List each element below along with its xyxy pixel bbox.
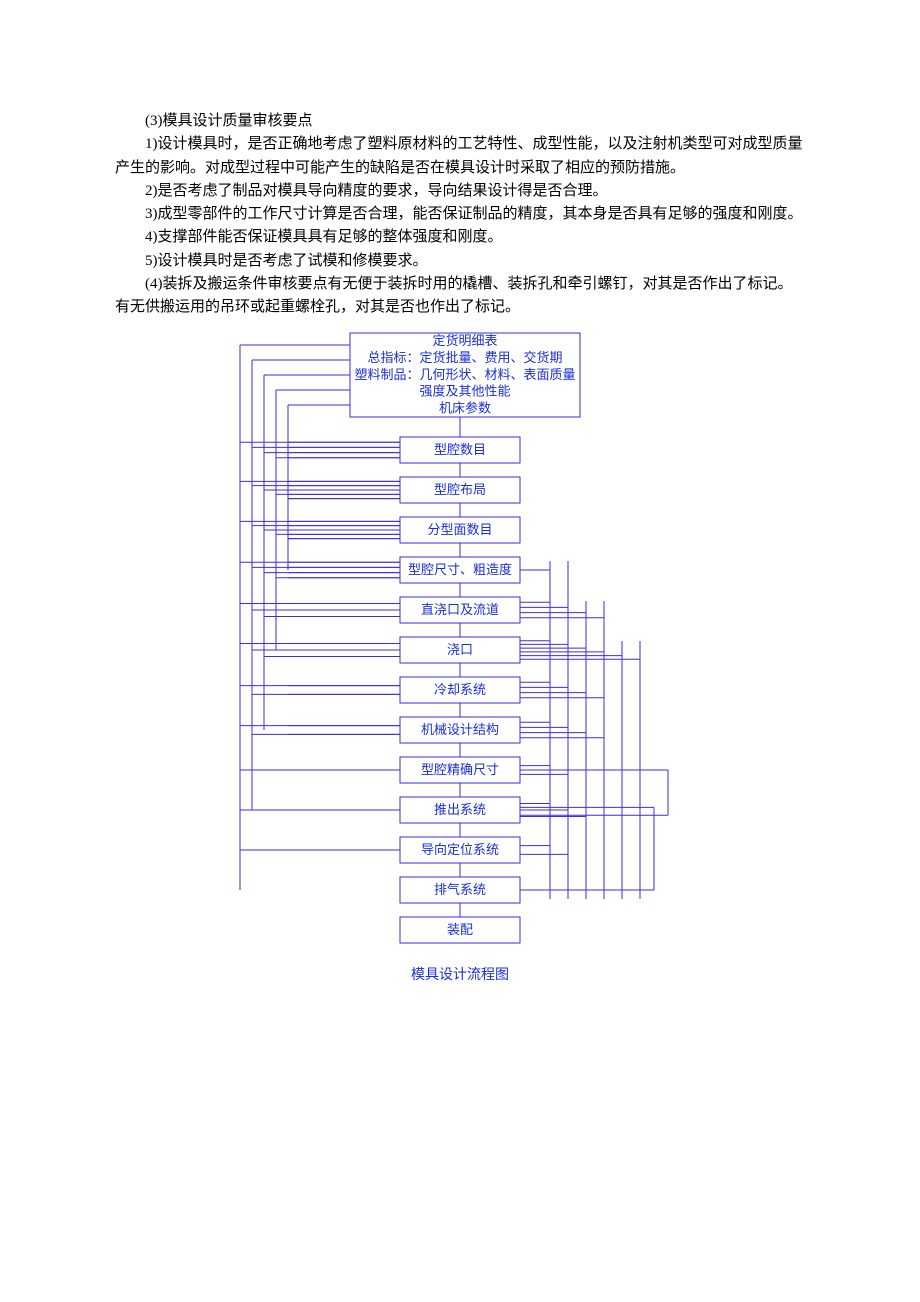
svg-text:型腔精确尺寸: 型腔精确尺寸 [421,762,499,777]
paragraph-3-3: 3)成型零部件的工作尺寸计算是否合理，能否保证制品的精度，其本身是否具有足够的强… [115,203,805,226]
paragraph-3-1: 1)设计模具时，是否正确地考虑了塑料原材料的工艺特性、成型性能，以及注射机类型可… [115,133,805,180]
svg-text:型腔尺寸、粗造度: 型腔尺寸、粗造度 [408,562,512,577]
svg-text:分型面数目: 分型面数目 [427,522,492,537]
paragraph-3-2: 2)是否考虑了制品对模具导向精度的要求，导向结果设计得是否合理。 [115,180,805,203]
svg-text:浇口: 浇口 [447,642,473,657]
svg-text:排气系统: 排气系统 [434,882,486,897]
page: (3)模具设计质量审核要点 1)设计模具时，是否正确地考虑了塑料原材料的工艺特性… [0,0,920,1047]
svg-text:直浇口及流道: 直浇口及流道 [421,602,499,617]
svg-text:冷却系统: 冷却系统 [434,682,486,697]
paragraph-3-4: 4)支撑部件能否保证模具具有足够的整体强度和刚度。 [115,226,805,249]
svg-text:型腔布局: 型腔布局 [434,482,486,497]
svg-text:机械设计结构: 机械设计结构 [421,722,499,737]
paragraph-3: (3)模具设计质量审核要点 [115,110,805,133]
paragraph-4: (4)装拆及搬运条件审核要点有无便于装拆时用的橇槽、装拆孔和牵引螺钉，对其是否作… [115,273,805,320]
svg-text:塑料制品：几何形状、材料、表面质量: 塑料制品：几何形状、材料、表面质量 [354,367,575,382]
svg-text:机床参数: 机床参数 [439,401,491,416]
flowchart-caption: 模具设计流程图 [210,965,710,987]
svg-text:导向定位系统: 导向定位系统 [421,842,499,857]
svg-text:型腔数目: 型腔数目 [434,442,486,457]
svg-text:定货明细表: 定货明细表 [432,333,497,348]
flowchart-svg: 定货明细表总指标：定货批量、费用、交货期塑料制品：几何形状、材料、表面质量强度及… [210,329,710,959]
paragraph-3-5: 5)设计模具时是否考虑了试模和修模要求。 [115,250,805,273]
svg-text:强度及其他性能: 强度及其他性能 [419,384,510,399]
svg-text:装配: 装配 [447,922,473,937]
svg-text:总指标：定货批量、费用、交货期: 总指标：定货批量、费用、交货期 [367,350,562,365]
flowchart: 定货明细表总指标：定货批量、费用、交货期塑料制品：几何形状、材料、表面质量强度及… [210,329,710,987]
svg-text:推出系统: 推出系统 [434,802,486,817]
